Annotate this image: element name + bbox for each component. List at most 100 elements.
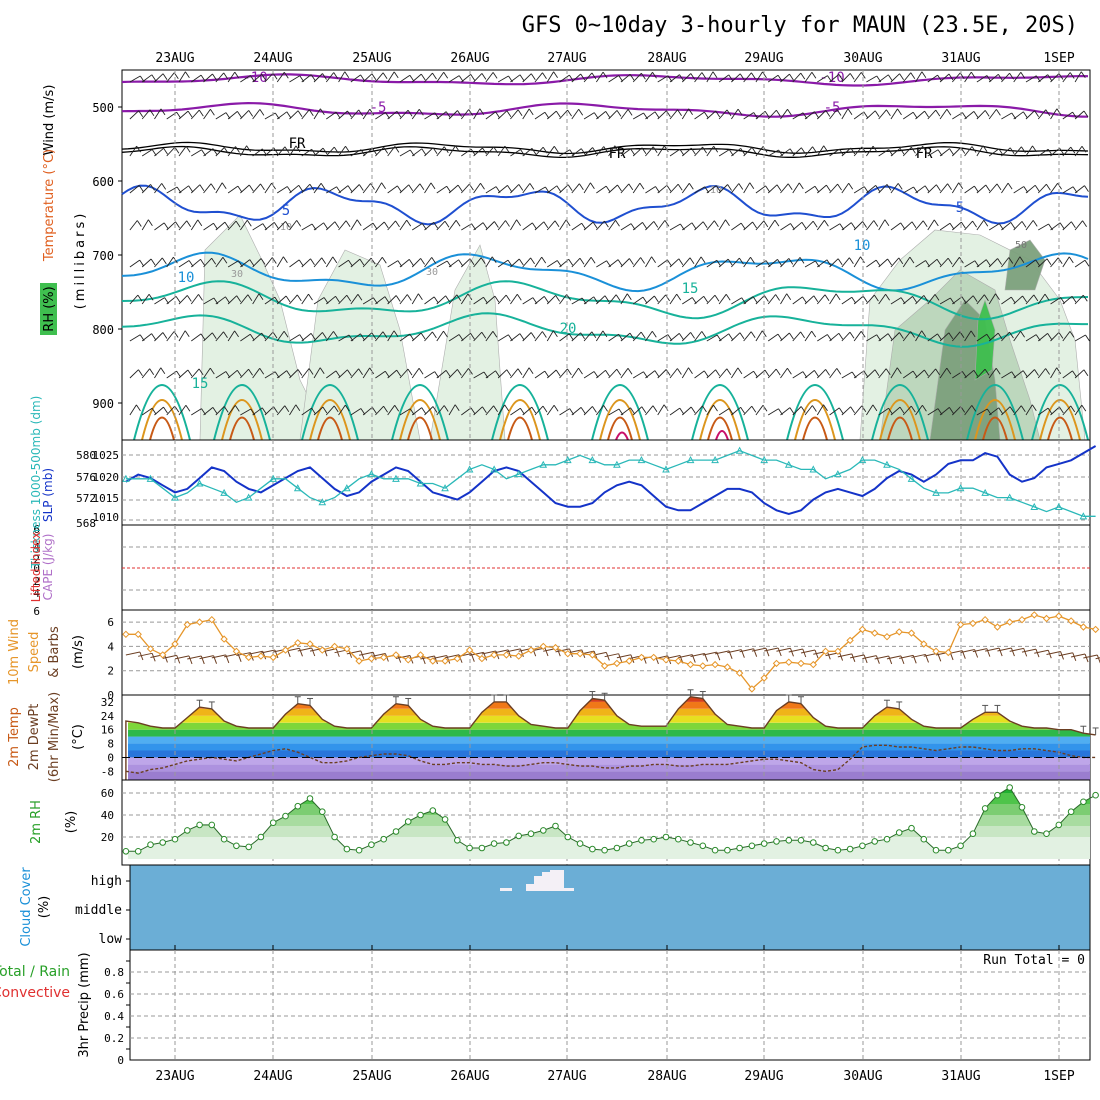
upper-wind-barb <box>583 296 594 305</box>
upper-wind-barb <box>333 405 339 413</box>
upper-wind-barb <box>212 73 217 81</box>
temp-color-band <box>128 708 1090 716</box>
upper-wind-barb <box>811 330 817 338</box>
upper-wind-barb <box>580 148 586 155</box>
upper-wind-barb <box>620 293 628 305</box>
wind10-barb <box>248 650 263 655</box>
upper-wind-barb <box>1032 145 1037 153</box>
upper-wind-barb <box>1021 146 1026 154</box>
wind10-speed-point <box>158 651 167 659</box>
upper-wind-barb <box>296 294 302 302</box>
upper-wind-barb <box>988 183 998 194</box>
thickness-tick-label: 576 <box>76 471 96 484</box>
rh2m-point <box>760 840 768 847</box>
upper-wind-barb <box>743 370 754 379</box>
upper-wind-barb <box>910 72 916 79</box>
upper-wind-barb <box>162 332 168 339</box>
wind10-speed-point <box>1091 625 1100 634</box>
upper-wind-barb <box>580 332 585 340</box>
upper-wind-barb <box>1072 370 1077 378</box>
upper-wind-barb <box>295 404 301 412</box>
upper-wind-barb <box>964 146 973 157</box>
contour-label: -5 <box>824 100 841 116</box>
upper-wind-barb <box>571 222 582 231</box>
wind10-barb <box>519 648 524 658</box>
upper-wind-barb <box>632 406 643 416</box>
thickness-point <box>981 488 989 496</box>
upper-wind-barb <box>939 407 950 416</box>
upper-wind-barb <box>252 183 261 194</box>
wind10-speed-point <box>257 652 265 660</box>
upper-wind-barb <box>240 368 249 379</box>
wind10-barb <box>457 653 472 658</box>
upper-wind-barb <box>669 109 678 120</box>
upper-wind-barb <box>338 294 348 305</box>
upper-wind-barb <box>927 294 936 305</box>
wind10-speed-point <box>723 663 732 671</box>
upper-wind-barb <box>632 371 644 379</box>
upper-wind-barb <box>939 332 950 342</box>
upper-wind-barb <box>924 110 929 118</box>
upper-wind-barb <box>482 406 487 414</box>
upper-wind-barb <box>804 71 813 83</box>
upper-wind-barb <box>345 145 350 153</box>
upper-wind-barb <box>580 407 586 414</box>
wind10-barb <box>985 647 1000 652</box>
wind10-barb <box>690 652 705 657</box>
upper-wind-barb <box>506 369 512 376</box>
wind10-speed-point <box>429 657 437 665</box>
upper-wind-barb <box>714 220 719 227</box>
upper-wind-barb <box>801 147 806 154</box>
upper-wind-barb <box>129 369 139 379</box>
upper-wind-barb <box>964 260 976 268</box>
upper-wind-barb <box>593 296 599 304</box>
rh2m-point <box>404 818 412 825</box>
upper-wind-barb <box>583 406 593 416</box>
upper-wind-barb <box>150 258 156 266</box>
wind10-speed-point <box>637 653 646 662</box>
upper-wind-barb <box>542 331 547 338</box>
upper-wind-barb <box>492 331 498 338</box>
cloud-level-label: high <box>91 874 122 889</box>
upper-wind-barb <box>738 183 744 190</box>
temp2m-label-1: 2m Temp <box>7 707 22 767</box>
upper-wind-barb <box>645 146 654 157</box>
upper-wind-barb <box>1074 145 1083 157</box>
upper-wind-barb <box>542 146 548 154</box>
upper-wind-barb <box>520 408 525 415</box>
upper-wind-barb <box>497 220 506 231</box>
upper-wind-barb <box>669 223 681 231</box>
upper-wind-barb <box>333 146 339 154</box>
wind10-barb <box>986 648 991 657</box>
upper-wind-barb <box>411 293 419 305</box>
upper-wind-barb <box>1062 111 1073 120</box>
temp-contour-warm <box>699 399 741 441</box>
upper-wind-barb <box>737 108 743 116</box>
rh2m-point <box>981 805 989 812</box>
upper-wind-barb <box>632 257 641 268</box>
upper-wind-barb <box>362 108 371 120</box>
upper-wind-barb <box>534 146 544 157</box>
upper-wind-barb <box>322 406 328 414</box>
upper-wind-barb <box>706 334 718 342</box>
upper-wind-barb <box>313 183 322 194</box>
upper-wind-barb <box>866 369 876 379</box>
upper-wind-barb <box>743 147 753 157</box>
upper-wind-barb <box>546 404 555 416</box>
upper-wind-barb <box>225 296 230 304</box>
upper-wind-barb <box>652 72 657 79</box>
precip-frame <box>129 949 1091 1061</box>
upper-wind-barb <box>718 184 728 194</box>
upper-wind-barb <box>285 221 290 228</box>
lifted-index-label: Lifted Index <box>29 532 43 603</box>
upper-wind-barb <box>129 110 140 120</box>
rh2m-point <box>257 833 265 841</box>
upper-wind-barb <box>681 108 689 120</box>
wind10-barb <box>174 655 190 660</box>
upper-wind-barb <box>681 367 689 379</box>
precip-tick-label: 0.4 <box>104 1010 124 1023</box>
upper-wind-barb <box>384 371 390 378</box>
upper-wind-barb <box>338 110 348 120</box>
upper-wind-barb <box>1037 368 1046 379</box>
